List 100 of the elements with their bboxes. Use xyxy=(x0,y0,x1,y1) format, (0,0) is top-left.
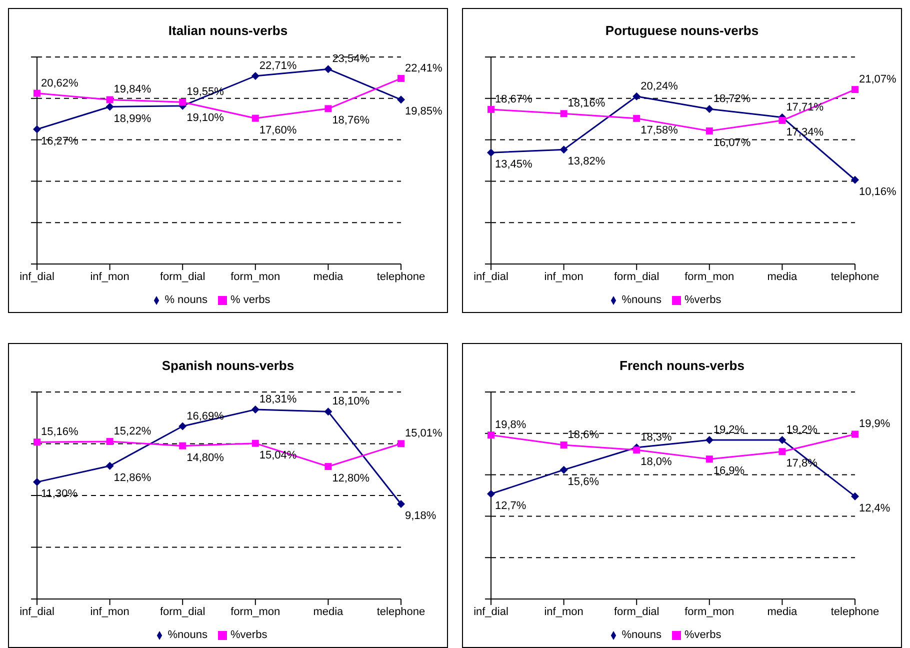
x-tick-label: telephone xyxy=(376,270,426,283)
data-label: 18,6% xyxy=(568,428,600,441)
x-tick-label: inf_dial xyxy=(20,270,54,283)
data-label: 19,85% xyxy=(405,106,443,118)
data-label: 22,71% xyxy=(259,60,297,72)
data-label: 19,10% xyxy=(186,112,224,124)
point xyxy=(852,430,858,438)
point xyxy=(324,65,332,74)
x-tick-label: inf_mon xyxy=(90,606,130,618)
data-label: 18,72% xyxy=(713,93,751,105)
x-tick-label: form_mon xyxy=(230,606,280,618)
data-label: 20,62% xyxy=(41,77,79,90)
data-label: 10,16% xyxy=(859,186,897,198)
point xyxy=(398,440,404,448)
data-label: 20,24% xyxy=(640,80,678,92)
x-tick-label: inf_dial xyxy=(474,606,508,618)
point xyxy=(488,432,494,439)
point xyxy=(487,490,495,498)
x-tick-label: form_dial xyxy=(614,270,660,283)
x-tick-label: media xyxy=(767,270,798,283)
data-label: 12,80% xyxy=(332,472,370,485)
point xyxy=(560,110,568,118)
x-tick-label: inf_dial xyxy=(474,270,508,283)
data-label: 16,69% xyxy=(186,410,224,422)
point xyxy=(252,114,259,122)
data-label: 15,22% xyxy=(114,425,152,438)
data-label: 12,7% xyxy=(495,500,526,512)
data-label: 16,07% xyxy=(713,136,751,149)
data-label: 22,41% xyxy=(405,62,443,74)
legend-label: %verbs xyxy=(684,294,722,306)
data-label: 17,58% xyxy=(640,124,678,136)
x-tick-label: form_dial xyxy=(160,606,206,618)
data-label: 16,9% xyxy=(713,465,745,478)
legend-label: %verbs xyxy=(230,629,268,641)
x-tick-label: telephone xyxy=(376,606,426,618)
data-label: 18,10% xyxy=(332,396,370,408)
legend-label: % nouns xyxy=(164,294,208,306)
point xyxy=(851,492,859,500)
x-tick-label: inf_mon xyxy=(544,606,584,618)
point xyxy=(633,114,640,122)
point xyxy=(398,74,404,82)
point xyxy=(778,448,786,456)
point xyxy=(633,446,640,454)
x-tick-label: inf_dial xyxy=(20,606,54,618)
point xyxy=(488,106,494,113)
point xyxy=(324,463,332,470)
point xyxy=(705,105,714,113)
x-tick-label: media xyxy=(313,606,344,618)
data-label: 18,3% xyxy=(640,431,672,444)
point xyxy=(179,442,186,450)
data-label: 17,60% xyxy=(259,124,297,136)
point xyxy=(851,176,859,184)
x-tick-label: form_mon xyxy=(684,606,734,618)
x-tick-label: media xyxy=(767,606,798,618)
x-tick-label: inf_mon xyxy=(544,270,584,283)
chart-title: Spanish nouns-verbs xyxy=(160,357,296,375)
data-label: 19,84% xyxy=(114,84,152,96)
point xyxy=(632,92,641,100)
data-label: 9,18% xyxy=(405,510,436,522)
data-label: 15,01% xyxy=(405,428,443,440)
data-label: 12,86% xyxy=(114,472,152,484)
x-tick-label: form_dial xyxy=(160,270,206,283)
legend-label: %nouns xyxy=(168,629,208,641)
chart-title: Portuguese nouns-verbs xyxy=(604,22,760,40)
point xyxy=(106,102,114,111)
point xyxy=(705,436,714,444)
data-label: 13,82% xyxy=(568,156,606,168)
x-tick-label: form_dial xyxy=(614,606,660,618)
point xyxy=(33,125,41,134)
data-label: 15,6% xyxy=(568,476,600,488)
point xyxy=(560,441,568,448)
point xyxy=(852,86,858,94)
data-label: 12,4% xyxy=(859,502,890,514)
x-tick-label: form_mon xyxy=(684,270,734,283)
x-tick-label: telephone xyxy=(830,270,880,283)
data-label: 19,8% xyxy=(495,419,526,432)
data-label: 15,04% xyxy=(259,449,297,462)
point xyxy=(324,408,332,416)
point xyxy=(106,96,114,104)
point xyxy=(33,478,41,486)
data-label: 16,27% xyxy=(41,135,79,148)
legend-label: % verbs xyxy=(230,294,270,306)
point xyxy=(179,98,186,106)
point xyxy=(251,72,260,80)
point xyxy=(778,116,786,124)
data-label: 19,2% xyxy=(713,424,745,436)
point xyxy=(106,462,114,470)
legend-label: %nouns xyxy=(622,294,662,306)
chart-title: Italian nouns-verbs xyxy=(167,22,289,40)
point xyxy=(706,127,713,134)
data-label: 19,2% xyxy=(786,424,818,436)
data-label: 21,07% xyxy=(859,74,897,86)
x-tick-label: telephone xyxy=(830,606,880,618)
x-tick-label: form_mon xyxy=(230,270,280,283)
point xyxy=(34,90,40,97)
point xyxy=(778,436,786,444)
data-label: 18,31% xyxy=(259,393,297,406)
data-label: 23,54% xyxy=(332,53,370,66)
point xyxy=(560,466,568,474)
data-label: 14,80% xyxy=(186,452,224,464)
